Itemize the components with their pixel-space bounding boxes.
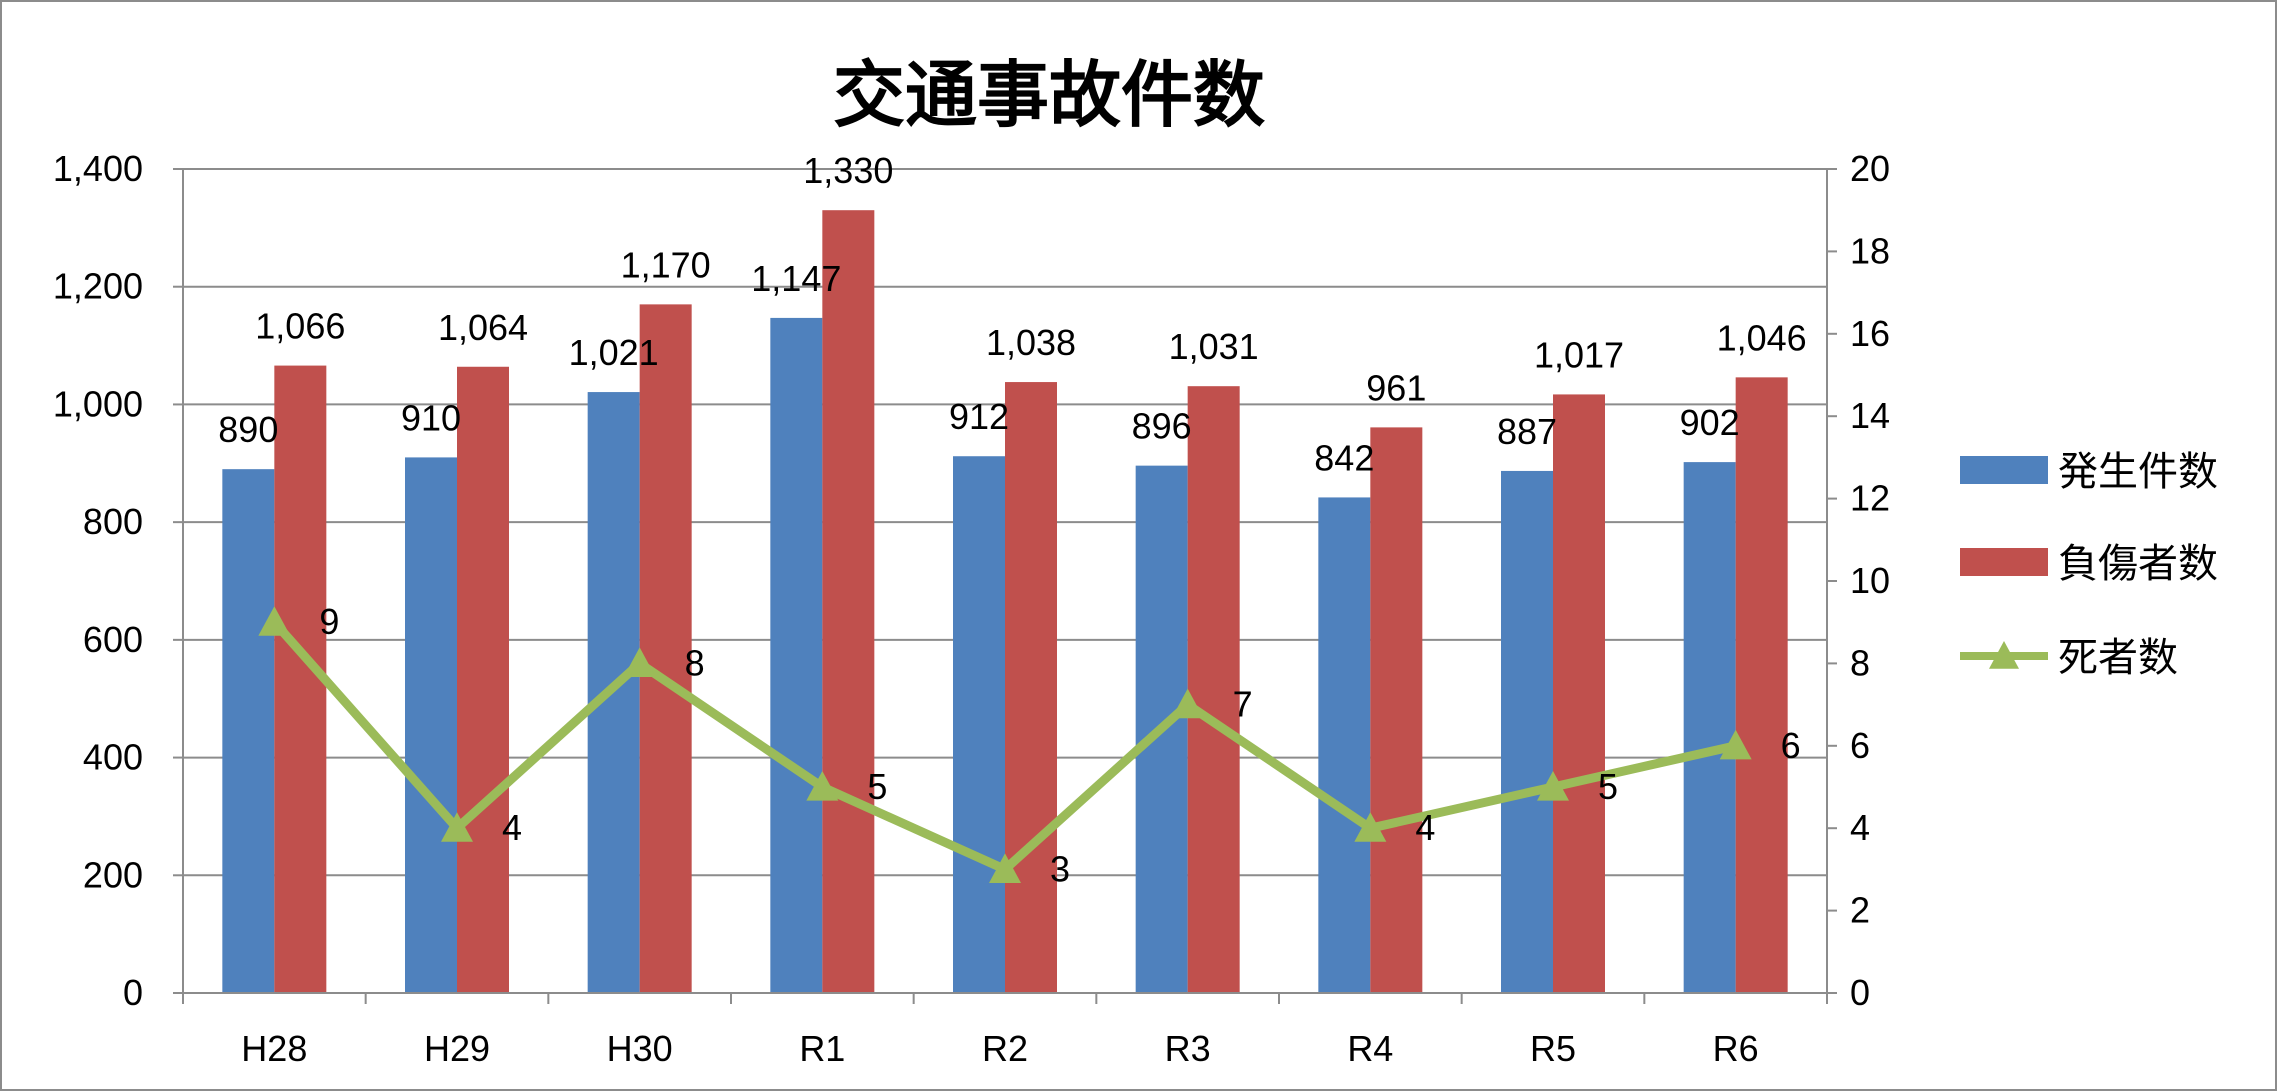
- deaths-marker: [1719, 729, 1752, 760]
- axes: 0 200 400 600 800 1,000 1,200 1,400 0 2 4 6 8 10 12 14 1…: [53, 148, 1890, 1069]
- bar-incidents: [770, 317, 823, 993]
- data-label-deaths: 7: [1233, 684, 1253, 725]
- data-label-incidents: 912: [949, 396, 1009, 437]
- data-label-injuries: 1,170: [621, 244, 711, 285]
- data-label-incidents: 896: [1132, 406, 1192, 447]
- y-right-tick-label: 4: [1850, 807, 1870, 848]
- y-right-tick-label: 18: [1850, 230, 1890, 271]
- bar-injuries: [1370, 427, 1423, 994]
- data-label-deaths: 5: [1598, 766, 1618, 807]
- data-label-injuries: 1,017: [1534, 334, 1624, 375]
- y-left-tick-label: 1,200: [53, 266, 143, 307]
- legend-label: 発生件数: [2058, 449, 2218, 495]
- y-right-tick-label: 12: [1850, 478, 1890, 519]
- bar-injuries: [639, 304, 692, 993]
- data-label-injuries: 1,066: [255, 306, 345, 347]
- data-label-incidents: 910: [401, 397, 461, 438]
- x-tick-label: R6: [1713, 1028, 1759, 1069]
- y-left-tick-label: 1,400: [53, 148, 143, 189]
- y-left-tick-label: 200: [83, 854, 143, 895]
- data-label-incidents: 887: [1497, 411, 1557, 452]
- deaths-marker: [1171, 688, 1204, 719]
- data-label-injuries: 1,046: [1717, 317, 1807, 358]
- x-tick-label: H30: [607, 1028, 673, 1069]
- data-label-injuries: 1,330: [803, 150, 893, 191]
- data-label-deaths: 9: [319, 601, 339, 642]
- x-tick-label: H28: [241, 1028, 307, 1069]
- data-label-deaths: 5: [867, 766, 887, 807]
- y-right-tick-label: 14: [1850, 395, 1890, 436]
- data-label-injuries: 1,031: [1169, 326, 1259, 367]
- legend-label: 負傷者数: [2058, 541, 2218, 587]
- y-right-tick-label: 2: [1850, 890, 1870, 931]
- y-right-tick-label: 8: [1850, 642, 1870, 683]
- y-left-tick-label: 600: [83, 619, 143, 660]
- deaths-marker: [623, 647, 656, 677]
- deaths-marker: [989, 853, 1021, 883]
- bar-injuries: [457, 366, 509, 993]
- deaths-marker: [806, 771, 839, 801]
- data-label-incidents: 890: [218, 409, 278, 450]
- y-right-tick-label: 10: [1850, 560, 1890, 601]
- data-label-incidents: 1,021: [569, 332, 659, 373]
- y-left-tick-label: 400: [83, 737, 143, 778]
- y-right-tick-label: 16: [1850, 313, 1890, 354]
- x-tick-label: R3: [1165, 1028, 1211, 1069]
- deaths-line: [258, 606, 1752, 883]
- data-label-deaths: 3: [1050, 848, 1070, 889]
- bar-injuries: [1005, 382, 1057, 993]
- bar-injuries: [274, 365, 327, 993]
- data-label-incidents: 902: [1680, 402, 1740, 443]
- bar-incidents: [222, 469, 275, 994]
- bar-incidents: [1683, 462, 1736, 993]
- legend-swatch: [1960, 456, 2048, 484]
- x-tick-label: R2: [982, 1028, 1028, 1069]
- x-tick-label: R4: [1347, 1028, 1393, 1069]
- chart-title: 交通事故件数: [833, 53, 1265, 137]
- data-label-injuries: 961: [1366, 367, 1426, 408]
- bar-incidents: [953, 456, 1005, 993]
- x-tick-label: R5: [1530, 1028, 1576, 1069]
- x-tick-label: R1: [799, 1028, 845, 1069]
- bar-incidents: [405, 457, 457, 993]
- deaths-marker: [1354, 812, 1387, 842]
- data-label-deaths: 8: [685, 642, 705, 683]
- deaths-marker: [441, 812, 473, 842]
- bars: [222, 210, 1788, 994]
- deaths-marker: [1537, 771, 1569, 801]
- legend-label: 死者数: [2058, 635, 2178, 681]
- data-label-incidents: 842: [1314, 437, 1374, 478]
- bar-injuries: [1735, 377, 1788, 994]
- legend-marker: [1989, 641, 2019, 669]
- data-label-deaths: 4: [502, 807, 522, 848]
- y-left-tick-label: 800: [83, 501, 143, 542]
- bar-injuries: [1187, 386, 1240, 993]
- y-left-tick-label: 0: [123, 972, 143, 1013]
- y-right-tick-label: 6: [1850, 725, 1870, 766]
- data-label-injuries: 1,038: [986, 322, 1076, 363]
- bar-incidents: [1318, 497, 1371, 993]
- bar-incidents: [1501, 470, 1553, 993]
- data-label-deaths: 6: [1781, 725, 1801, 766]
- data-label-injuries: 1,064: [438, 307, 528, 348]
- legend-swatch: [1960, 548, 2048, 576]
- y-left-tick-label: 1,000: [53, 383, 143, 424]
- x-tick-label: H29: [424, 1028, 490, 1069]
- bar-injuries: [1553, 394, 1605, 993]
- data-label-deaths: 4: [1415, 807, 1435, 848]
- data-label-incidents: 1,147: [751, 258, 841, 299]
- bar-injuries: [822, 210, 875, 993]
- y-right-tick-label: 20: [1850, 148, 1890, 189]
- deaths-marker: [258, 606, 291, 636]
- y-right-tick-label: 0: [1850, 972, 1870, 1013]
